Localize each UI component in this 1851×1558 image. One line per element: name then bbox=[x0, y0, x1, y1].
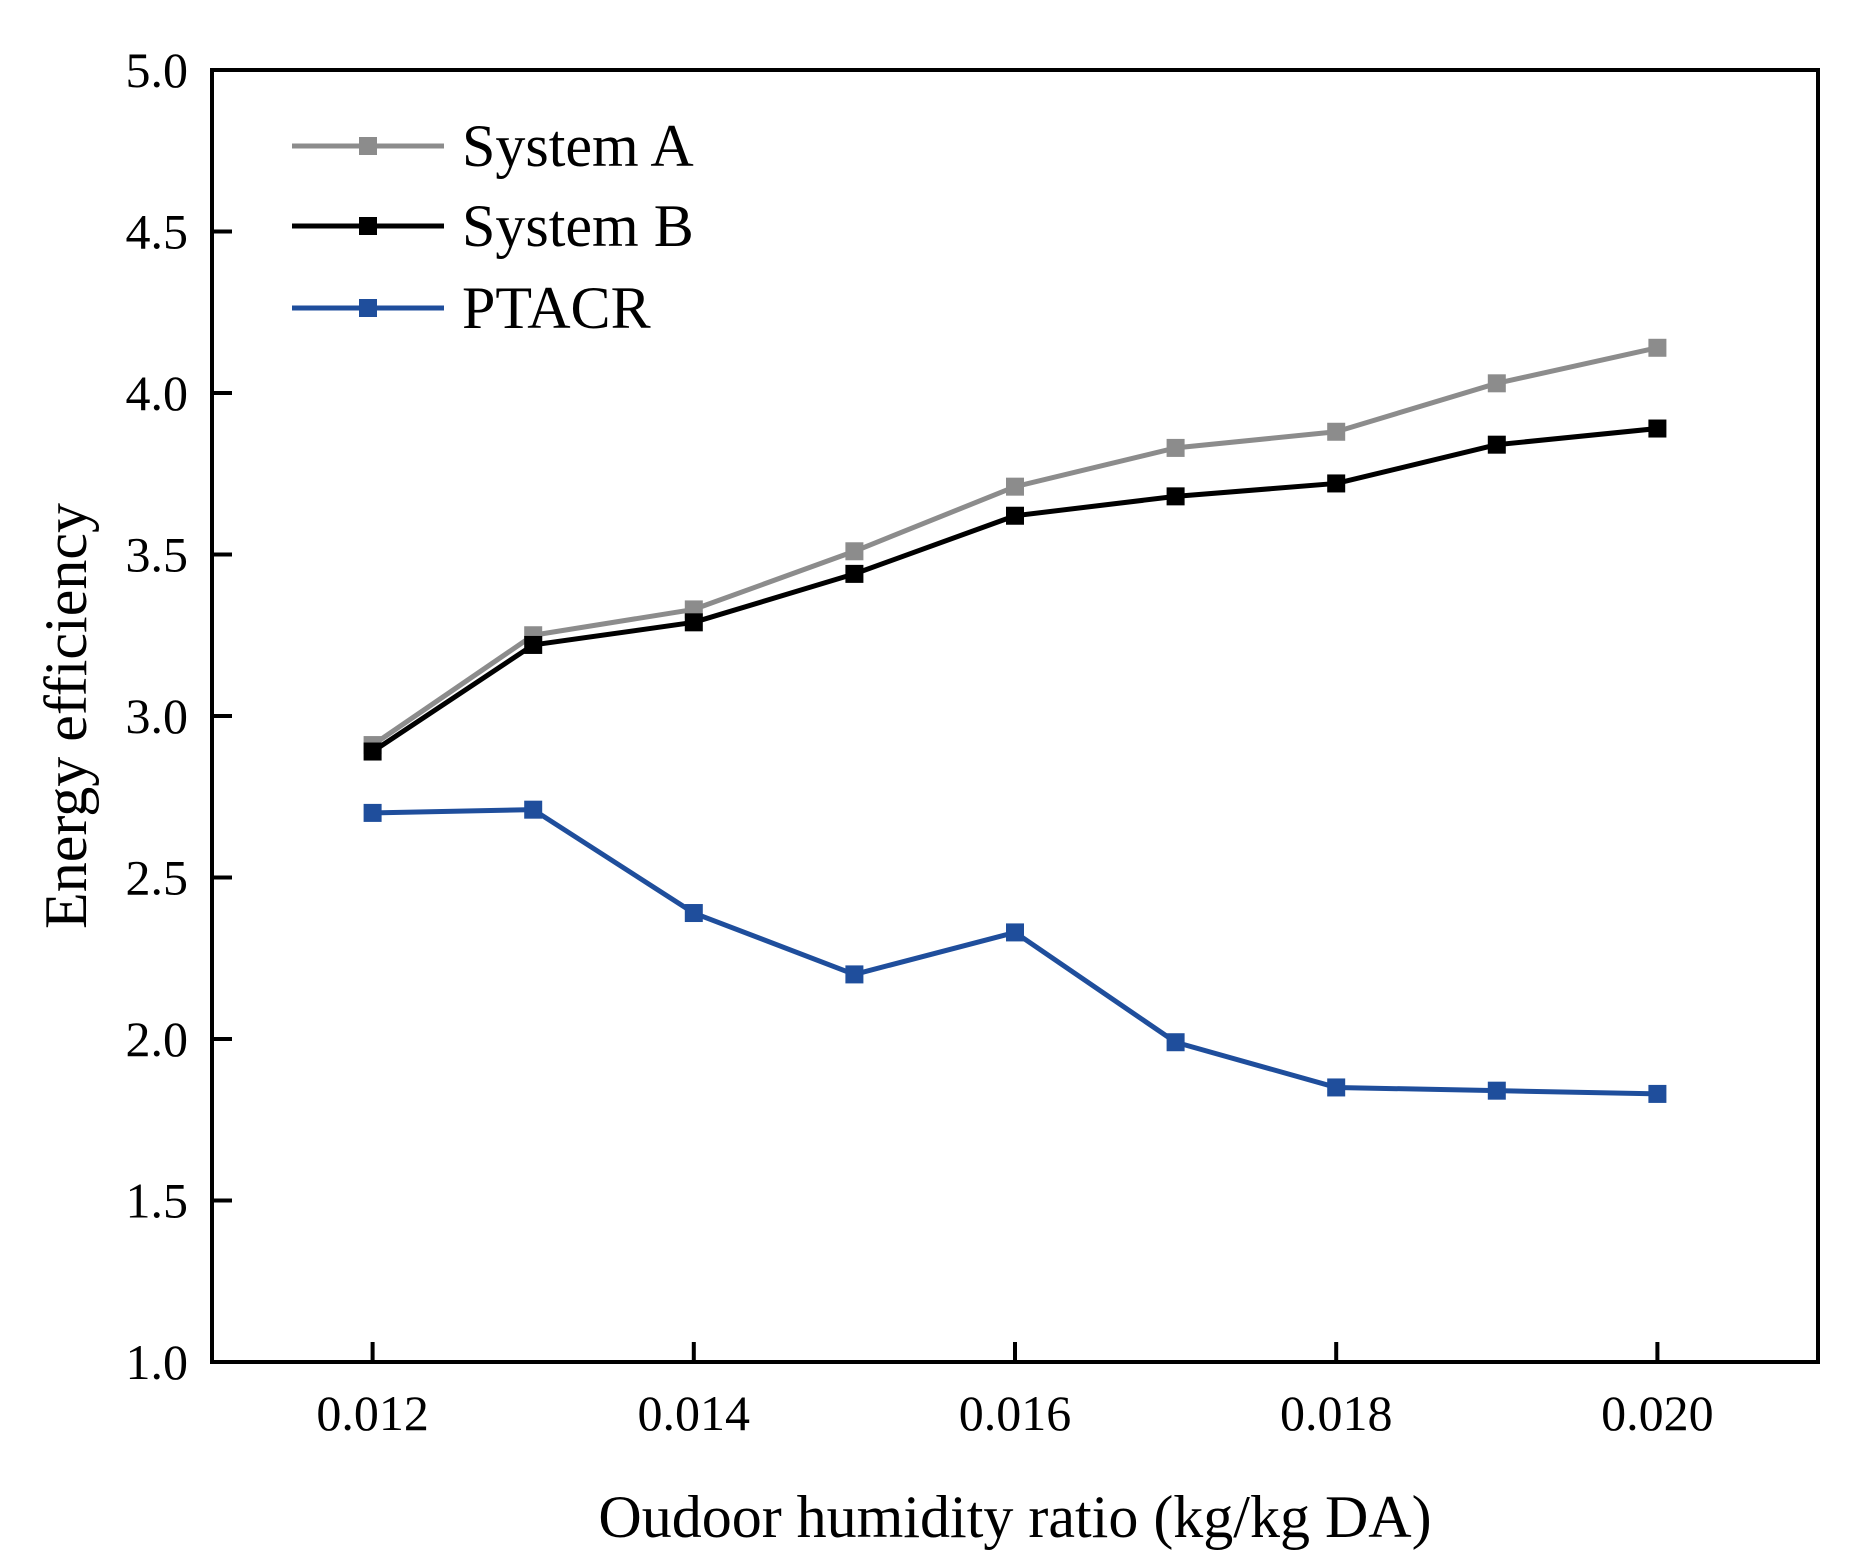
y-tick-label: 2.5 bbox=[126, 850, 189, 906]
y-tick-label: 4.0 bbox=[126, 365, 189, 421]
data-point-system-a bbox=[1166, 438, 1185, 457]
data-point-system-b bbox=[1006, 506, 1024, 525]
data-point-system-a bbox=[1648, 338, 1667, 357]
data-point-ptacr bbox=[1327, 1078, 1346, 1097]
series-system-b bbox=[363, 419, 1667, 761]
y-tick-label: 1.5 bbox=[126, 1173, 189, 1229]
y-tick-label: 3.5 bbox=[126, 527, 189, 583]
x-tick-label: 0.014 bbox=[638, 1385, 751, 1441]
y-tick-label: 3.0 bbox=[126, 688, 189, 744]
data-point-system-b bbox=[1327, 474, 1346, 493]
data-point-system-b bbox=[524, 635, 543, 654]
plot-area-frame bbox=[210, 68, 1820, 1364]
y-tick-label: 5.0 bbox=[126, 42, 189, 98]
data-point-system-a bbox=[1327, 422, 1346, 441]
legend-label-system-b: System B bbox=[462, 193, 694, 259]
data-point-ptacr bbox=[1648, 1084, 1667, 1103]
x-tick-label: 0.016 bbox=[959, 1385, 1072, 1441]
data-point-ptacr bbox=[684, 904, 703, 923]
x-tick-label: 0.018 bbox=[1280, 1385, 1393, 1441]
data-point-ptacr bbox=[845, 965, 864, 984]
data-point-ptacr bbox=[363, 803, 382, 822]
data-point-system-a bbox=[845, 542, 864, 561]
data-point-system-b bbox=[363, 742, 382, 761]
data-point-ptacr bbox=[1006, 923, 1024, 942]
data-point-ptacr bbox=[524, 800, 543, 819]
legend-label-ptacr: PTACR bbox=[462, 275, 651, 341]
legend: System A System B PTACR bbox=[292, 113, 694, 341]
data-point-system-b bbox=[684, 613, 703, 632]
data-point-system-b bbox=[1487, 435, 1506, 454]
series-system-a bbox=[363, 338, 1667, 755]
data-point-system-b bbox=[1166, 487, 1185, 506]
legend-marker-ptacr bbox=[359, 299, 377, 317]
x-axis-label: Oudoor humidity ratio (kg/kg DA) bbox=[598, 1484, 1431, 1550]
y-axis-label: Energy efficiency bbox=[33, 503, 99, 929]
series-ptacr bbox=[363, 800, 1667, 1103]
data-point-system-b bbox=[1648, 419, 1667, 438]
y-tick-label: 4.5 bbox=[126, 204, 189, 260]
data-point-ptacr bbox=[1487, 1081, 1506, 1100]
data-point-system-a bbox=[1006, 477, 1024, 496]
legend-label-system-a: System A bbox=[462, 113, 694, 179]
data-point-ptacr bbox=[1166, 1033, 1185, 1052]
data-point-system-a bbox=[1487, 374, 1506, 393]
legend-marker-system-a bbox=[359, 137, 377, 155]
x-tick-label: 0.020 bbox=[1601, 1385, 1714, 1441]
data-point-system-b bbox=[845, 564, 864, 583]
y-tick-label: 1.0 bbox=[126, 1334, 189, 1390]
y-tick-label: 2.0 bbox=[126, 1011, 189, 1067]
legend-marker-system-b bbox=[359, 217, 377, 235]
x-tick-label: 0.012 bbox=[316, 1385, 429, 1441]
